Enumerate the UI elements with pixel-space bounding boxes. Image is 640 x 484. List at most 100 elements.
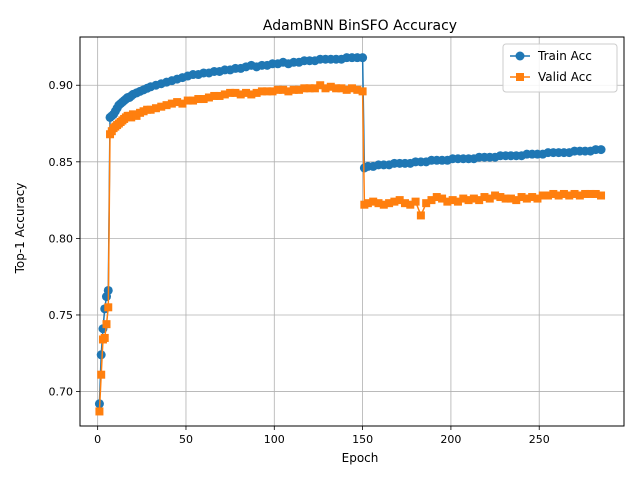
valid-acc-point <box>284 87 293 96</box>
valid-acc-point <box>289 85 298 94</box>
valid-acc-point <box>538 191 547 200</box>
valid-acc-point <box>268 87 277 96</box>
valid-acc-point <box>157 102 166 111</box>
valid-acc-point <box>102 320 111 329</box>
valid-acc-point <box>570 189 579 198</box>
valid-acc-point <box>544 191 553 200</box>
valid-acc-point <box>353 85 362 94</box>
valid-acc-point <box>559 189 568 198</box>
valid-acc-point <box>189 96 198 105</box>
valid-acc-point <box>485 194 494 203</box>
valid-acc-point <box>385 199 394 208</box>
valid-acc-point <box>310 84 319 93</box>
chart-title: AdamBNN BinSFO Accuracy <box>263 18 457 34</box>
valid-acc-point <box>422 199 431 208</box>
legend: Train Acc Valid Acc <box>502 43 618 93</box>
valid-acc-point <box>252 88 261 97</box>
valid-acc-point <box>379 200 388 209</box>
valid-acc-point <box>522 194 531 203</box>
valid-acc-point <box>348 84 356 93</box>
valid-acc-point <box>464 196 473 205</box>
legend-train-marker <box>515 51 525 61</box>
valid-acc-point <box>528 193 537 202</box>
legend-train-label: Train Acc <box>537 49 592 63</box>
valid-acc-point <box>475 196 484 205</box>
series-layer <box>94 53 606 416</box>
valid-acc-point <box>279 85 288 94</box>
x-tick-label: 200 <box>440 433 461 446</box>
plot-frame <box>79 36 625 427</box>
valid-acc-point <box>162 101 171 110</box>
valid-acc-point <box>469 194 478 203</box>
valid-acc-point <box>575 191 584 200</box>
valid-acc-point <box>100 333 109 342</box>
valid-acc-point <box>496 193 505 202</box>
valid-acc-point <box>316 81 325 90</box>
valid-acc-point <box>448 196 457 205</box>
valid-acc-point <box>554 191 563 200</box>
valid-acc-point <box>167 99 176 108</box>
legend-valid-label: Valid Acc <box>538 70 592 84</box>
valid-acc-point <box>342 85 351 94</box>
valid-acc-point <box>300 84 309 93</box>
train-acc-point <box>358 53 368 63</box>
valid-acc-point <box>363 199 372 208</box>
valid-acc-point <box>337 84 346 93</box>
valid-acc-point <box>586 189 595 198</box>
ticks-layer: 0 50 100 150 200 250 0.70 0.75 0.80 0.85 0.90 <box>49 79 550 446</box>
valid-acc-point <box>242 88 251 97</box>
legend-box <box>502 43 618 93</box>
valid-acc-point <box>104 303 113 312</box>
valid-acc-point <box>151 104 160 113</box>
valid-acc-point <box>453 197 462 206</box>
x-tick-label: 150 <box>352 433 373 446</box>
valid-acc-point <box>517 193 526 202</box>
valid-acc-point <box>400 199 409 208</box>
valid-acc-point <box>512 196 521 205</box>
valid-acc-point <box>501 194 510 203</box>
valid-acc-point <box>565 191 574 200</box>
x-tick-label: 250 <box>529 433 550 446</box>
valid-acc-point <box>438 194 447 203</box>
valid-acc-point <box>173 98 182 107</box>
y-axis-label: Top-1 Accuracy <box>13 183 27 275</box>
valid-acc-point <box>263 87 272 96</box>
valid-acc-point <box>411 197 420 206</box>
y-tick-label: 0.85 <box>49 156 74 169</box>
series-valid-acc <box>95 81 606 416</box>
valid-acc-point <box>199 95 208 104</box>
valid-acc-point <box>146 105 155 114</box>
valid-acc-point <box>220 90 229 99</box>
valid-acc-point <box>369 197 378 206</box>
valid-acc-point <box>183 96 192 105</box>
y-tick-label: 0.75 <box>49 309 74 322</box>
x-tick-label: 0 <box>94 433 101 446</box>
valid-acc-point <box>95 407 104 416</box>
valid-acc-point <box>326 82 335 91</box>
valid-acc-point <box>210 91 219 100</box>
valid-acc-point <box>443 197 452 206</box>
valid-acc-point <box>204 93 213 102</box>
valid-acc-point <box>591 189 600 198</box>
valid-acc-point <box>257 87 266 96</box>
valid-acc-point <box>533 194 542 203</box>
valid-acc-point <box>215 91 224 100</box>
series-train-acc <box>94 53 606 409</box>
valid-acc-point <box>231 88 240 97</box>
valid-acc-point <box>395 196 404 205</box>
y-tick-label: 0.90 <box>49 79 74 92</box>
valid-acc-point <box>427 196 436 205</box>
valid-acc-point <box>194 95 203 104</box>
valid-acc-point <box>432 193 441 202</box>
valid-acc-point <box>390 197 399 206</box>
valid-acc-point <box>178 99 187 108</box>
valid-acc-point <box>506 194 515 203</box>
valid-acc-point <box>581 189 590 198</box>
x-tick-label: 50 <box>179 433 193 446</box>
valid-acc-point <box>236 90 245 99</box>
valid-acc-point <box>226 88 235 97</box>
train-acc-point <box>96 350 106 360</box>
valid-acc-point <box>247 90 256 99</box>
